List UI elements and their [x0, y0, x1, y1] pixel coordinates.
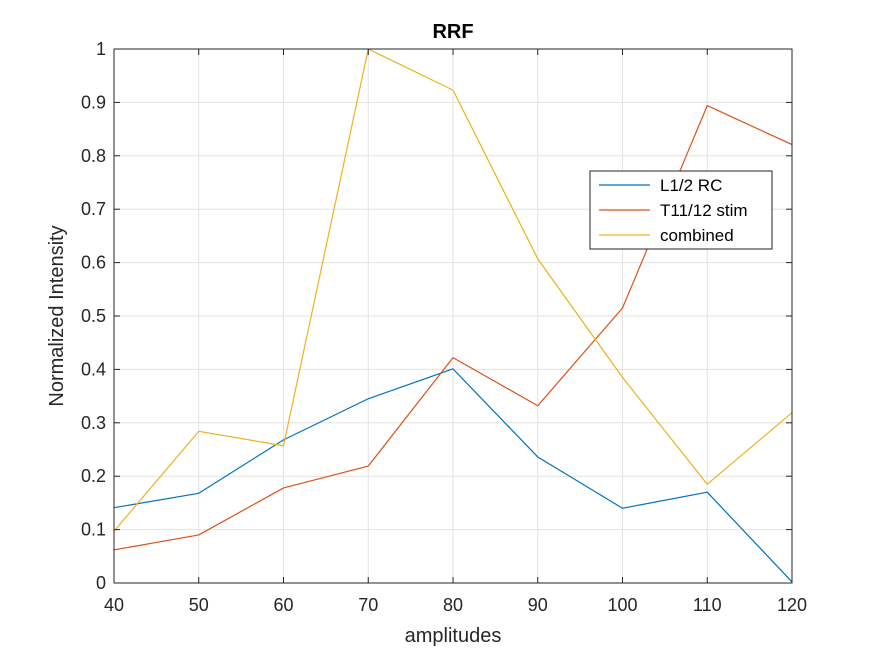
x-tick-labels: 40 50 60 70 80 90 100 110 120: [104, 595, 807, 615]
y-axis-title: Normalized Intensity: [46, 225, 68, 406]
x-tick-label: 60: [273, 595, 293, 615]
x-tick-label: 120: [777, 595, 807, 615]
y-tick-label: 1: [96, 39, 106, 59]
x-tick-label: 110: [693, 595, 722, 615]
y-tick-label: 0.5: [81, 306, 106, 326]
y-tick-label: 0.8: [81, 146, 106, 166]
series-line-combined: [113, 48, 793, 532]
series-line-l1-2-rc: [113, 368, 793, 583]
x-tick-label: 100: [607, 595, 637, 615]
chart-title: RRF: [432, 21, 473, 43]
x-tick-label: 70: [358, 595, 378, 615]
legend-label: T11/12 stim: [660, 201, 748, 220]
x-axis-title: amplitudes: [405, 625, 502, 647]
x-tick-label: 40: [104, 595, 124, 615]
tick-marks: [113, 48, 793, 584]
y-tick-label: 0.1: [81, 520, 106, 540]
legend-label: L1/2 RC: [660, 176, 722, 195]
y-tick-label: 0: [96, 573, 106, 593]
y-tick-label: 0.6: [81, 253, 106, 273]
y-tick-labels: 0 0.1 0.2 0.3 0.4 0.5 0.6 0.7 0.8 0.9 1: [81, 39, 106, 593]
y-tick-label: 0.4: [81, 359, 106, 379]
y-tick-label: 0.7: [81, 199, 106, 219]
legend: L1/2 RC T11/12 stim combined: [589, 170, 773, 250]
x-tick-label: 50: [189, 595, 209, 615]
y-tick-label: 0.2: [81, 466, 106, 486]
y-tick-label: 0.3: [81, 413, 106, 433]
x-tick-label: 80: [443, 595, 463, 615]
x-tick-label: 90: [528, 595, 548, 615]
legend-label: combined: [660, 226, 734, 245]
y-tick-label: 0.9: [81, 92, 106, 112]
